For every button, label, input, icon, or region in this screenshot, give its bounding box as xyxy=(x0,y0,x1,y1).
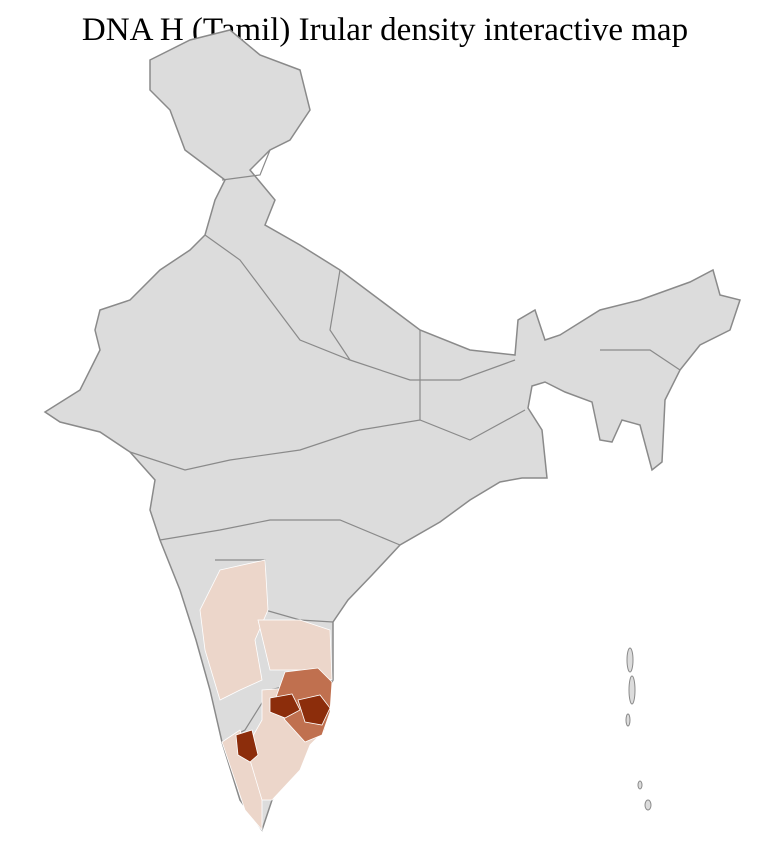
map-title: DNA H (Tamil) Irular density interactive… xyxy=(81,12,689,48)
state-border xyxy=(329,269,351,361)
state-border xyxy=(204,234,516,381)
state-border xyxy=(129,409,526,471)
region-andhra-south[interactable] xyxy=(257,619,333,681)
state-border xyxy=(221,149,271,181)
region-dark-1[interactable] xyxy=(269,693,301,719)
andaman-islands xyxy=(625,647,652,811)
india-outline[interactable] xyxy=(43,29,741,832)
state-border xyxy=(159,519,401,546)
india-mainland[interactable] xyxy=(43,29,741,832)
region-karnataka[interactable] xyxy=(199,559,269,701)
region-dark-3[interactable] xyxy=(235,729,259,763)
region-kerala[interactable] xyxy=(221,729,263,832)
density-regions[interactable] xyxy=(199,559,333,832)
state-border xyxy=(600,349,681,371)
region-dark-2[interactable] xyxy=(297,694,331,726)
